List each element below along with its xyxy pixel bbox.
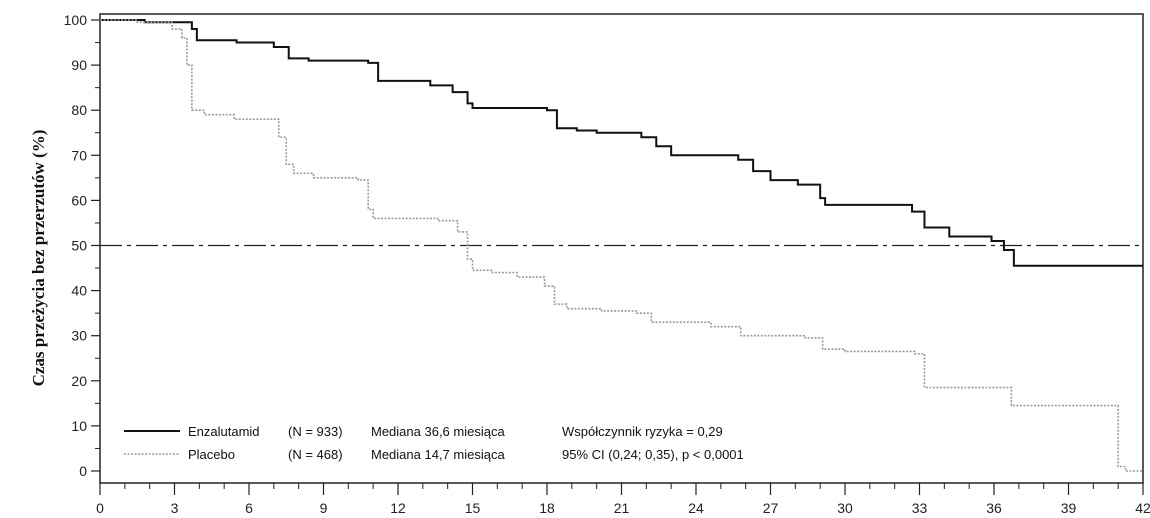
- legend-stat: Współczynnik ryzyka = 0,29: [562, 424, 723, 439]
- y-tick-label: 10: [71, 418, 87, 434]
- series-placebo: [100, 19, 1143, 472]
- x-tick-label: 42: [1135, 500, 1150, 516]
- x-tick-label: 12: [390, 500, 406, 516]
- y-tick-label: 90: [71, 57, 87, 73]
- y-tick-label: 40: [71, 283, 87, 299]
- y-tick-label: 70: [71, 147, 87, 163]
- y-tick-label: 0: [79, 463, 87, 479]
- plot-frame: [99, 13, 1144, 484]
- x-tick-label: 24: [688, 500, 704, 516]
- legend-label: Enzalutamid: [188, 424, 260, 439]
- y-axis: 0 10 20 30 40 50 60 70 80 90 100: [64, 12, 100, 479]
- x-axis: 0 3 6 9 12 15 18 21 24 27 30 33 36 39 42: [96, 483, 1150, 516]
- legend-n: (N = 933): [288, 424, 343, 439]
- y-tick-label: 20: [71, 373, 87, 389]
- x-tick-label: 6: [245, 500, 253, 516]
- y-tick-label: 30: [71, 328, 87, 344]
- legend-label: Placebo: [188, 447, 235, 462]
- legend-stat: 95% CI (0,24; 0,35), p < 0,0001: [562, 447, 744, 462]
- x-tick-label: 27: [763, 500, 779, 516]
- x-tick-label: 21: [614, 500, 630, 516]
- x-tick-label: 0: [96, 500, 104, 516]
- x-tick-label: 39: [1061, 500, 1077, 516]
- x-tick-label: 3: [171, 500, 179, 516]
- legend-median: Mediana 36,6 miesiąca: [371, 424, 505, 439]
- y-tick-label: 100: [64, 12, 88, 28]
- x-tick-label: 9: [320, 500, 328, 516]
- series-enzalutamid: [100, 19, 1143, 267]
- x-tick-label: 36: [986, 500, 1002, 516]
- y-axis-label: Czas przeżycia bez przerzutów (%): [29, 130, 48, 387]
- series-layer: [100, 19, 1143, 472]
- y-tick-label: 50: [71, 238, 87, 254]
- legend-n: (N = 468): [288, 447, 343, 462]
- legend: Enzalutamid (N = 933) Mediana 36,6 miesiąc…: [124, 424, 744, 462]
- y-tick-label: 80: [71, 102, 87, 118]
- legend-median: Mediana 14,7 miesiąca: [371, 447, 505, 462]
- x-tick-label: 15: [465, 500, 481, 516]
- x-tick-label: 30: [837, 500, 853, 516]
- x-tick-label: 18: [539, 500, 555, 516]
- x-tick-label: 33: [912, 500, 928, 516]
- y-tick-label: 60: [71, 192, 87, 208]
